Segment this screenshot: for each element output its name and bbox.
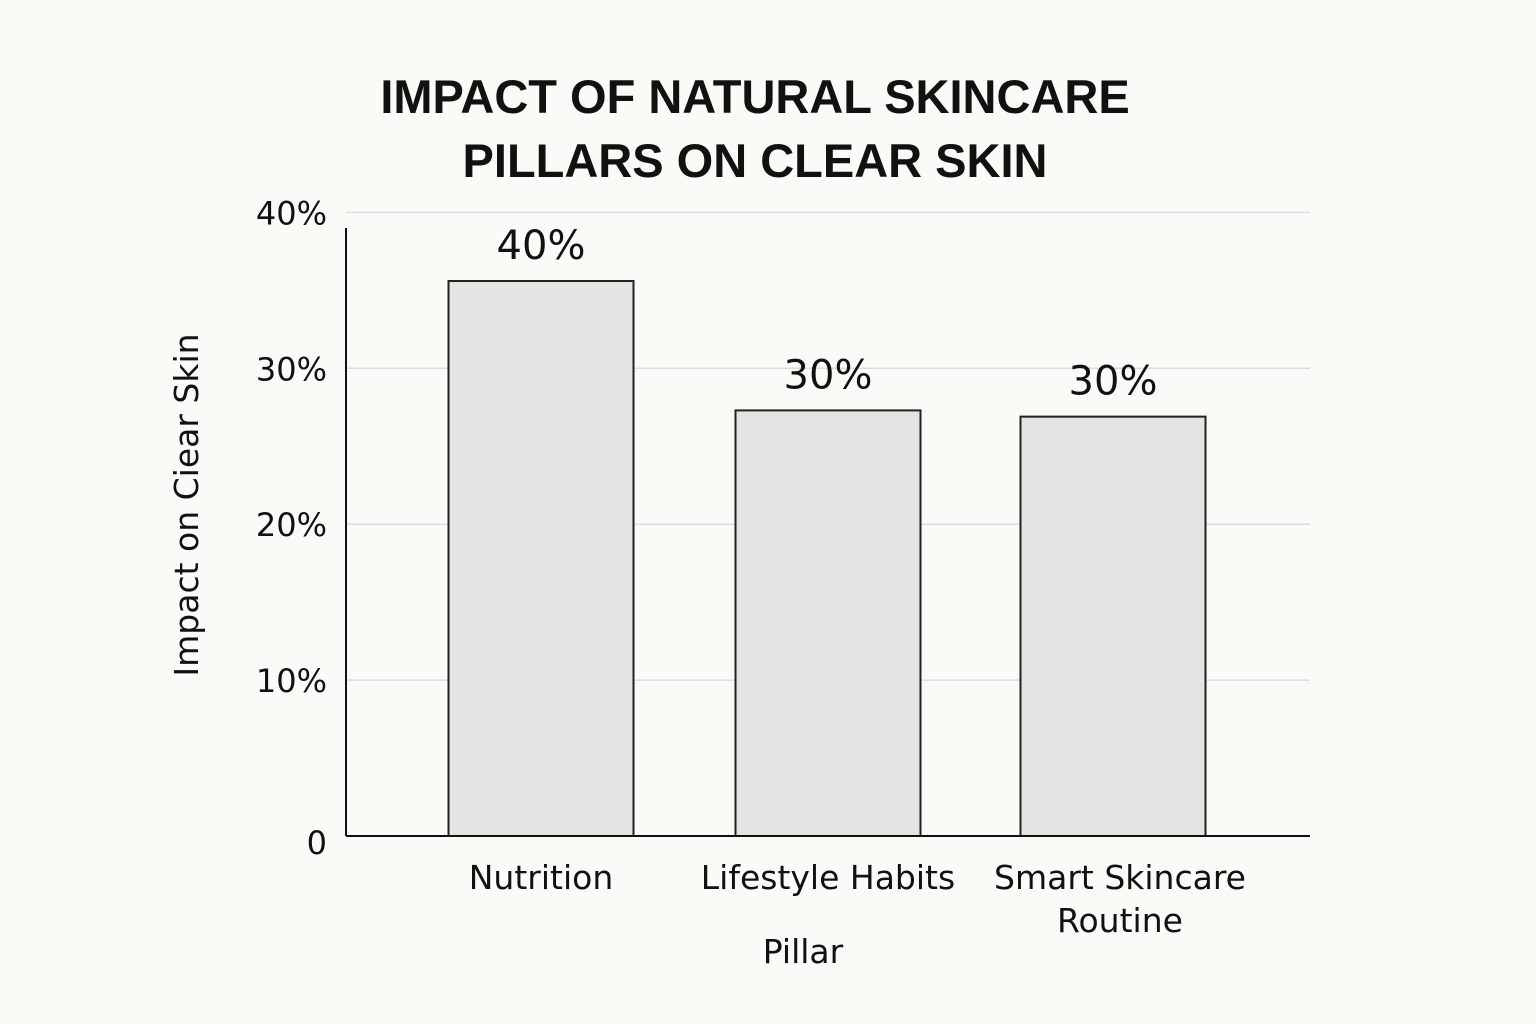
bar-smart-skincare-routine [1019, 415, 1207, 837]
x-category-label: Nutrition [469, 858, 614, 897]
y-tick-label: 0 [307, 824, 327, 862]
y-tick-label: 30% [256, 350, 327, 388]
chart-title: IMPACT OF NATURAL SKINCARE PILLARS ON CLE… [380, 70, 1129, 187]
bar-nutrition [447, 280, 635, 837]
bar-lifestyle-habits [734, 409, 922, 837]
chart-title-line-2: PILLARS ON CLEAR SKIN [463, 134, 1048, 187]
x-category-label: Smart Skincare [994, 858, 1246, 897]
x-category-label: Lifestyle Habits [701, 858, 955, 897]
data-label: 30% [784, 352, 873, 398]
data-label: 40% [497, 223, 586, 269]
y-axis-tick-labels: 0 10% 20% 30% 40% [256, 194, 327, 862]
y-axis-label: Impact on Ciear Skin [167, 333, 206, 676]
y-tick-label: 10% [256, 662, 327, 700]
data-labels: 40% 30% 30% [497, 223, 1158, 405]
y-tick-label: 40% [256, 194, 327, 232]
x-category-label: Routine [1057, 901, 1183, 940]
data-label: 30% [1069, 359, 1158, 405]
x-axis-category-labels: Nutrition Lifestyle Habits Smart Skincare R… [469, 858, 1246, 940]
axes [345, 228, 1310, 837]
y-tick-label: 20% [256, 506, 327, 544]
chart-title-line-1: IMPACT OF NATURAL SKINCARE [380, 70, 1129, 123]
x-axis-label: Pillar [763, 932, 844, 971]
